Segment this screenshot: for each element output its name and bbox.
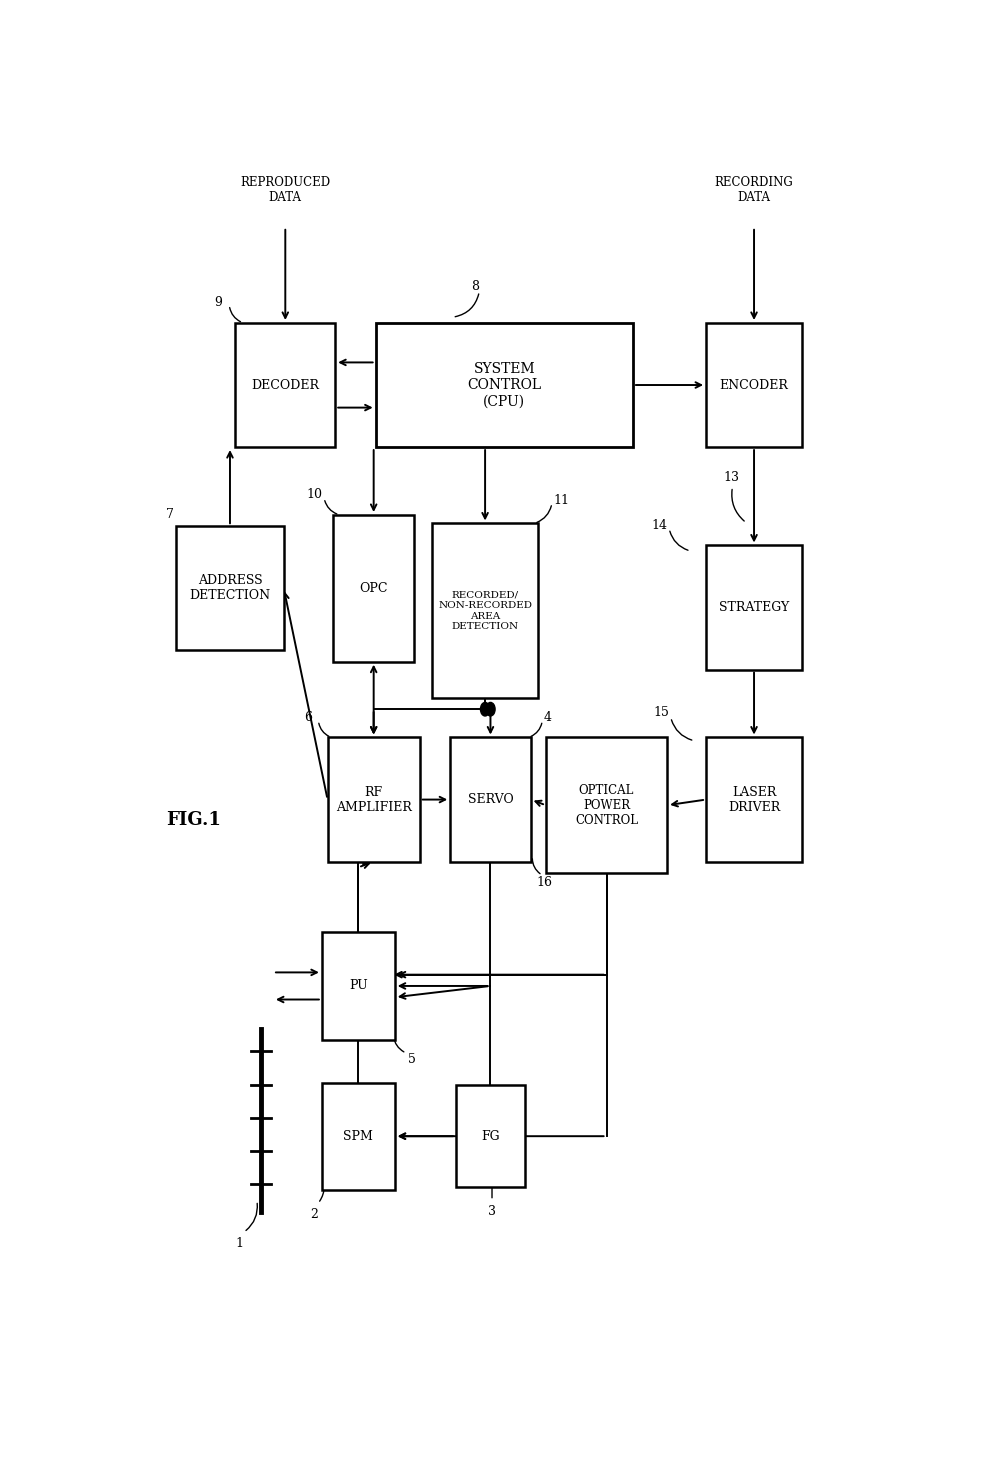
Text: SERVO: SERVO — [468, 794, 513, 805]
FancyBboxPatch shape — [450, 738, 530, 861]
Text: 13: 13 — [722, 471, 738, 484]
FancyBboxPatch shape — [322, 933, 394, 1040]
Text: 8: 8 — [472, 280, 480, 293]
FancyBboxPatch shape — [706, 323, 802, 447]
Text: SYSTEM
CONTROL
(CPU): SYSTEM CONTROL (CPU) — [467, 362, 541, 408]
Text: 11: 11 — [553, 494, 569, 508]
Text: 6: 6 — [304, 710, 312, 723]
Text: REPRODUCED
DATA: REPRODUCED DATA — [240, 176, 330, 204]
Text: 3: 3 — [488, 1206, 496, 1219]
Text: RECORDED/
NON-RECORDED
AREA
DETECTION: RECORDED/ NON-RECORDED AREA DETECTION — [438, 591, 532, 631]
Circle shape — [481, 703, 490, 716]
Text: PU: PU — [349, 980, 368, 993]
Text: FG: FG — [481, 1130, 499, 1143]
Text: 4: 4 — [543, 710, 551, 723]
Text: ADDRESS
DETECTION: ADDRESS DETECTION — [189, 575, 271, 603]
FancyBboxPatch shape — [327, 738, 419, 861]
FancyBboxPatch shape — [235, 323, 335, 447]
Text: SPM: SPM — [343, 1130, 373, 1143]
FancyBboxPatch shape — [456, 1086, 525, 1187]
Text: FIG.1: FIG.1 — [166, 811, 221, 829]
FancyBboxPatch shape — [432, 524, 538, 698]
Text: 14: 14 — [651, 518, 668, 531]
Text: 7: 7 — [166, 509, 173, 521]
FancyBboxPatch shape — [176, 527, 283, 650]
FancyBboxPatch shape — [322, 1083, 394, 1190]
Text: 9: 9 — [214, 296, 222, 310]
Text: RF
AMPLIFIER: RF AMPLIFIER — [336, 785, 411, 814]
Text: 15: 15 — [653, 706, 669, 719]
Text: OPC: OPC — [360, 582, 387, 594]
FancyBboxPatch shape — [545, 738, 667, 873]
Text: 5: 5 — [407, 1053, 415, 1067]
Text: 1: 1 — [235, 1237, 243, 1250]
Text: DECODER: DECODER — [251, 378, 319, 392]
FancyBboxPatch shape — [706, 546, 802, 669]
Text: 2: 2 — [310, 1209, 318, 1221]
Text: LASER
DRIVER: LASER DRIVER — [727, 785, 780, 814]
Text: OPTICAL
POWER
CONTROL: OPTICAL POWER CONTROL — [575, 783, 637, 827]
Text: ENCODER: ENCODER — [719, 378, 788, 392]
Text: STRATEGY: STRATEGY — [718, 601, 789, 615]
FancyBboxPatch shape — [333, 515, 414, 662]
Circle shape — [486, 703, 495, 716]
Text: RECORDING
DATA: RECORDING DATA — [715, 176, 793, 204]
Text: 16: 16 — [536, 876, 552, 889]
FancyBboxPatch shape — [376, 323, 632, 447]
FancyBboxPatch shape — [706, 738, 802, 861]
Text: 10: 10 — [306, 489, 322, 502]
